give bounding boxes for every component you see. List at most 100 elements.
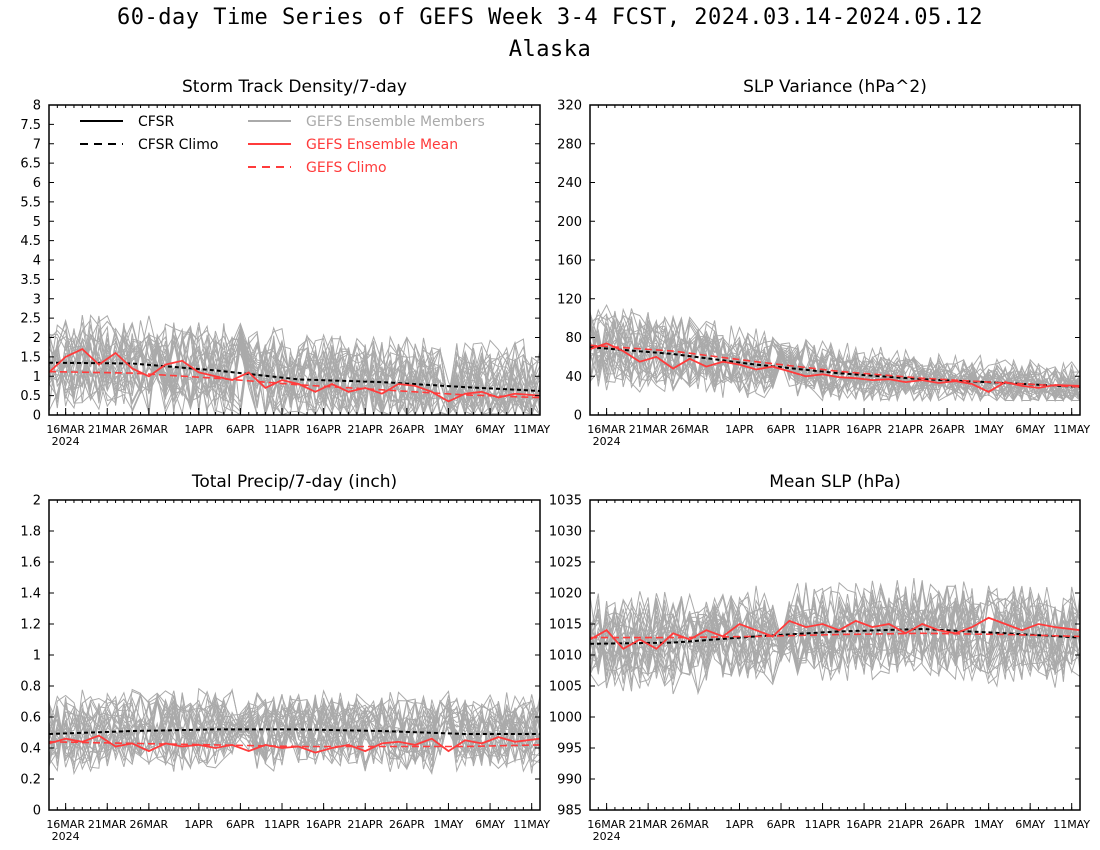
series-line-ensemble-member bbox=[590, 327, 1080, 401]
x-tick-label: 6APR bbox=[767, 818, 796, 831]
legend-label: CFSR bbox=[138, 114, 174, 130]
series-line-ensemble-member bbox=[49, 687, 540, 771]
y-tick-label: 6 bbox=[33, 176, 41, 191]
x-tick-label: 21MAR bbox=[88, 423, 127, 436]
y-tick-label: 0.5 bbox=[20, 389, 41, 404]
x-tick-label: 6MAY bbox=[475, 818, 505, 831]
y-tick-label: 1.4 bbox=[20, 587, 41, 602]
y-tick-label: 1.2 bbox=[20, 618, 41, 633]
series-line-ensemble-member bbox=[49, 698, 540, 764]
x-tick-label: 1APR bbox=[725, 423, 754, 436]
y-tick-label: 160 bbox=[557, 254, 582, 269]
y-tick-label: 6.5 bbox=[20, 157, 41, 172]
y-tick-label: 1020 bbox=[549, 587, 582, 602]
series-line-ensemble-member bbox=[590, 584, 1080, 687]
x-tick-label: 6MAY bbox=[1015, 818, 1045, 831]
y-tick-label: 3.5 bbox=[20, 273, 41, 288]
x-tick-label: 21APR bbox=[888, 423, 924, 436]
y-tick-label: 4 bbox=[33, 254, 41, 269]
x-tick-label: 1APR bbox=[184, 818, 213, 831]
x-year-label: 2024 bbox=[52, 830, 80, 843]
y-tick-label: 0 bbox=[33, 409, 41, 424]
series-line-gefs-ensemble-mean bbox=[49, 348, 540, 403]
series-line-ensemble-member bbox=[590, 594, 1080, 696]
x-tick-label: 6MAY bbox=[475, 423, 505, 436]
series-line-ensemble-member bbox=[590, 587, 1080, 684]
y-tick-label: 0.8 bbox=[20, 680, 41, 695]
x-tick-label: 6APR bbox=[767, 423, 796, 436]
x-tick-label: 16APR bbox=[306, 818, 342, 831]
x-tick-label: 26MAR bbox=[670, 818, 709, 831]
y-tick-label: 5.5 bbox=[20, 195, 41, 210]
y-tick-label: 1035 bbox=[549, 494, 582, 509]
series-line-ensemble-member bbox=[49, 694, 540, 774]
y-tick-label: 995 bbox=[557, 742, 582, 757]
x-tick-label: 26APR bbox=[929, 423, 965, 436]
y-tick-label: 80 bbox=[565, 331, 582, 346]
y-tick-label: 40 bbox=[565, 370, 582, 385]
figure-title: 60-day Time Series of GEFS Week 3-4 FCST… bbox=[117, 5, 983, 30]
x-tick-label: 1MAY bbox=[434, 818, 464, 831]
plot-area bbox=[49, 687, 540, 776]
x-tick-label: 16MAR bbox=[46, 818, 85, 831]
series-line-ensemble-member bbox=[49, 330, 540, 415]
series-line-ensemble-member bbox=[590, 580, 1080, 693]
x-tick-label: 1MAY bbox=[434, 423, 464, 436]
y-tick-label: 7.5 bbox=[20, 118, 41, 133]
legend-label: GEFS Ensemble Members bbox=[306, 114, 485, 130]
x-tick-label: 21APR bbox=[888, 818, 924, 831]
x-year-label: 2024 bbox=[52, 435, 80, 448]
x-tick-label: 16MAR bbox=[46, 423, 85, 436]
x-tick-label: 6APR bbox=[226, 818, 255, 831]
y-tick-label: 1005 bbox=[549, 680, 582, 695]
panel-title: Total Precip/7-day (inch) bbox=[191, 472, 397, 492]
series-line-ensemble-member bbox=[590, 585, 1080, 675]
x-tick-label: 11MAY bbox=[513, 818, 550, 831]
x-tick-label: 26MAR bbox=[130, 818, 169, 831]
plot-area bbox=[590, 578, 1080, 696]
panel-4: Mean SLP (hPa) 985 990 995 1000 1005 1010 1015 1… bbox=[549, 472, 1091, 843]
y-tick-label: 200 bbox=[557, 215, 582, 230]
panel-2: SLP Variance (hPa^2) 0 40 80 120 160 200 240 280… bbox=[557, 77, 1090, 448]
panel-3: Total Precip/7-day (inch)00.20.40.60.811… bbox=[20, 472, 550, 843]
y-tick-label: 985 bbox=[557, 804, 582, 819]
y-tick-label: 990 bbox=[557, 773, 582, 788]
x-tick-label: 21MAR bbox=[629, 818, 668, 831]
x-tick-label: 16MAR bbox=[587, 818, 626, 831]
y-tick-label: 1 bbox=[33, 370, 41, 385]
x-year-label: 2024 bbox=[593, 830, 621, 843]
series-line-gefs-ensemble-mean bbox=[590, 342, 1080, 393]
y-tick-label: 0.4 bbox=[20, 742, 41, 757]
x-tick-label: 11MAY bbox=[1053, 423, 1090, 436]
x-tick-label: 16APR bbox=[846, 818, 882, 831]
x-tick-label: 21MAR bbox=[629, 423, 668, 436]
series-line-cfsr-climo bbox=[49, 728, 540, 735]
x-tick-label: 1APR bbox=[184, 423, 213, 436]
series-line-ensemble-member bbox=[49, 315, 540, 415]
legend-label: GEFS Ensemble Mean bbox=[306, 137, 458, 153]
series-line-ensemble-member bbox=[49, 690, 540, 773]
series-line-ensemble-member bbox=[49, 326, 540, 415]
panel-title: SLP Variance (hPa^2) bbox=[743, 77, 927, 97]
x-tick-label: 16APR bbox=[306, 423, 342, 436]
x-tick-label: 16MAR bbox=[587, 423, 626, 436]
x-tick-label: 6APR bbox=[226, 423, 255, 436]
x-tick-label: 26MAR bbox=[130, 423, 169, 436]
plot-area bbox=[49, 314, 540, 415]
y-tick-label: 1025 bbox=[549, 556, 582, 571]
y-tick-label: 1015 bbox=[549, 618, 582, 633]
y-tick-label: 3 bbox=[33, 292, 41, 307]
series-line-ensemble-member bbox=[49, 692, 540, 771]
y-tick-label: 2.5 bbox=[20, 312, 41, 327]
x-tick-label: 11APR bbox=[264, 818, 300, 831]
x-tick-label: 26APR bbox=[389, 423, 425, 436]
legend-label: GEFS Climo bbox=[306, 160, 387, 176]
x-tick-label: 1MAY bbox=[974, 423, 1004, 436]
y-tick-label: 5 bbox=[33, 215, 41, 230]
panel-title: Mean SLP (hPa) bbox=[769, 472, 901, 492]
y-tick-label: 2 bbox=[33, 331, 41, 346]
series-line-ensemble-member bbox=[590, 314, 1080, 403]
y-tick-label: 0 bbox=[33, 804, 41, 819]
y-tick-label: 0.2 bbox=[20, 773, 41, 788]
plot-area bbox=[590, 303, 1080, 403]
